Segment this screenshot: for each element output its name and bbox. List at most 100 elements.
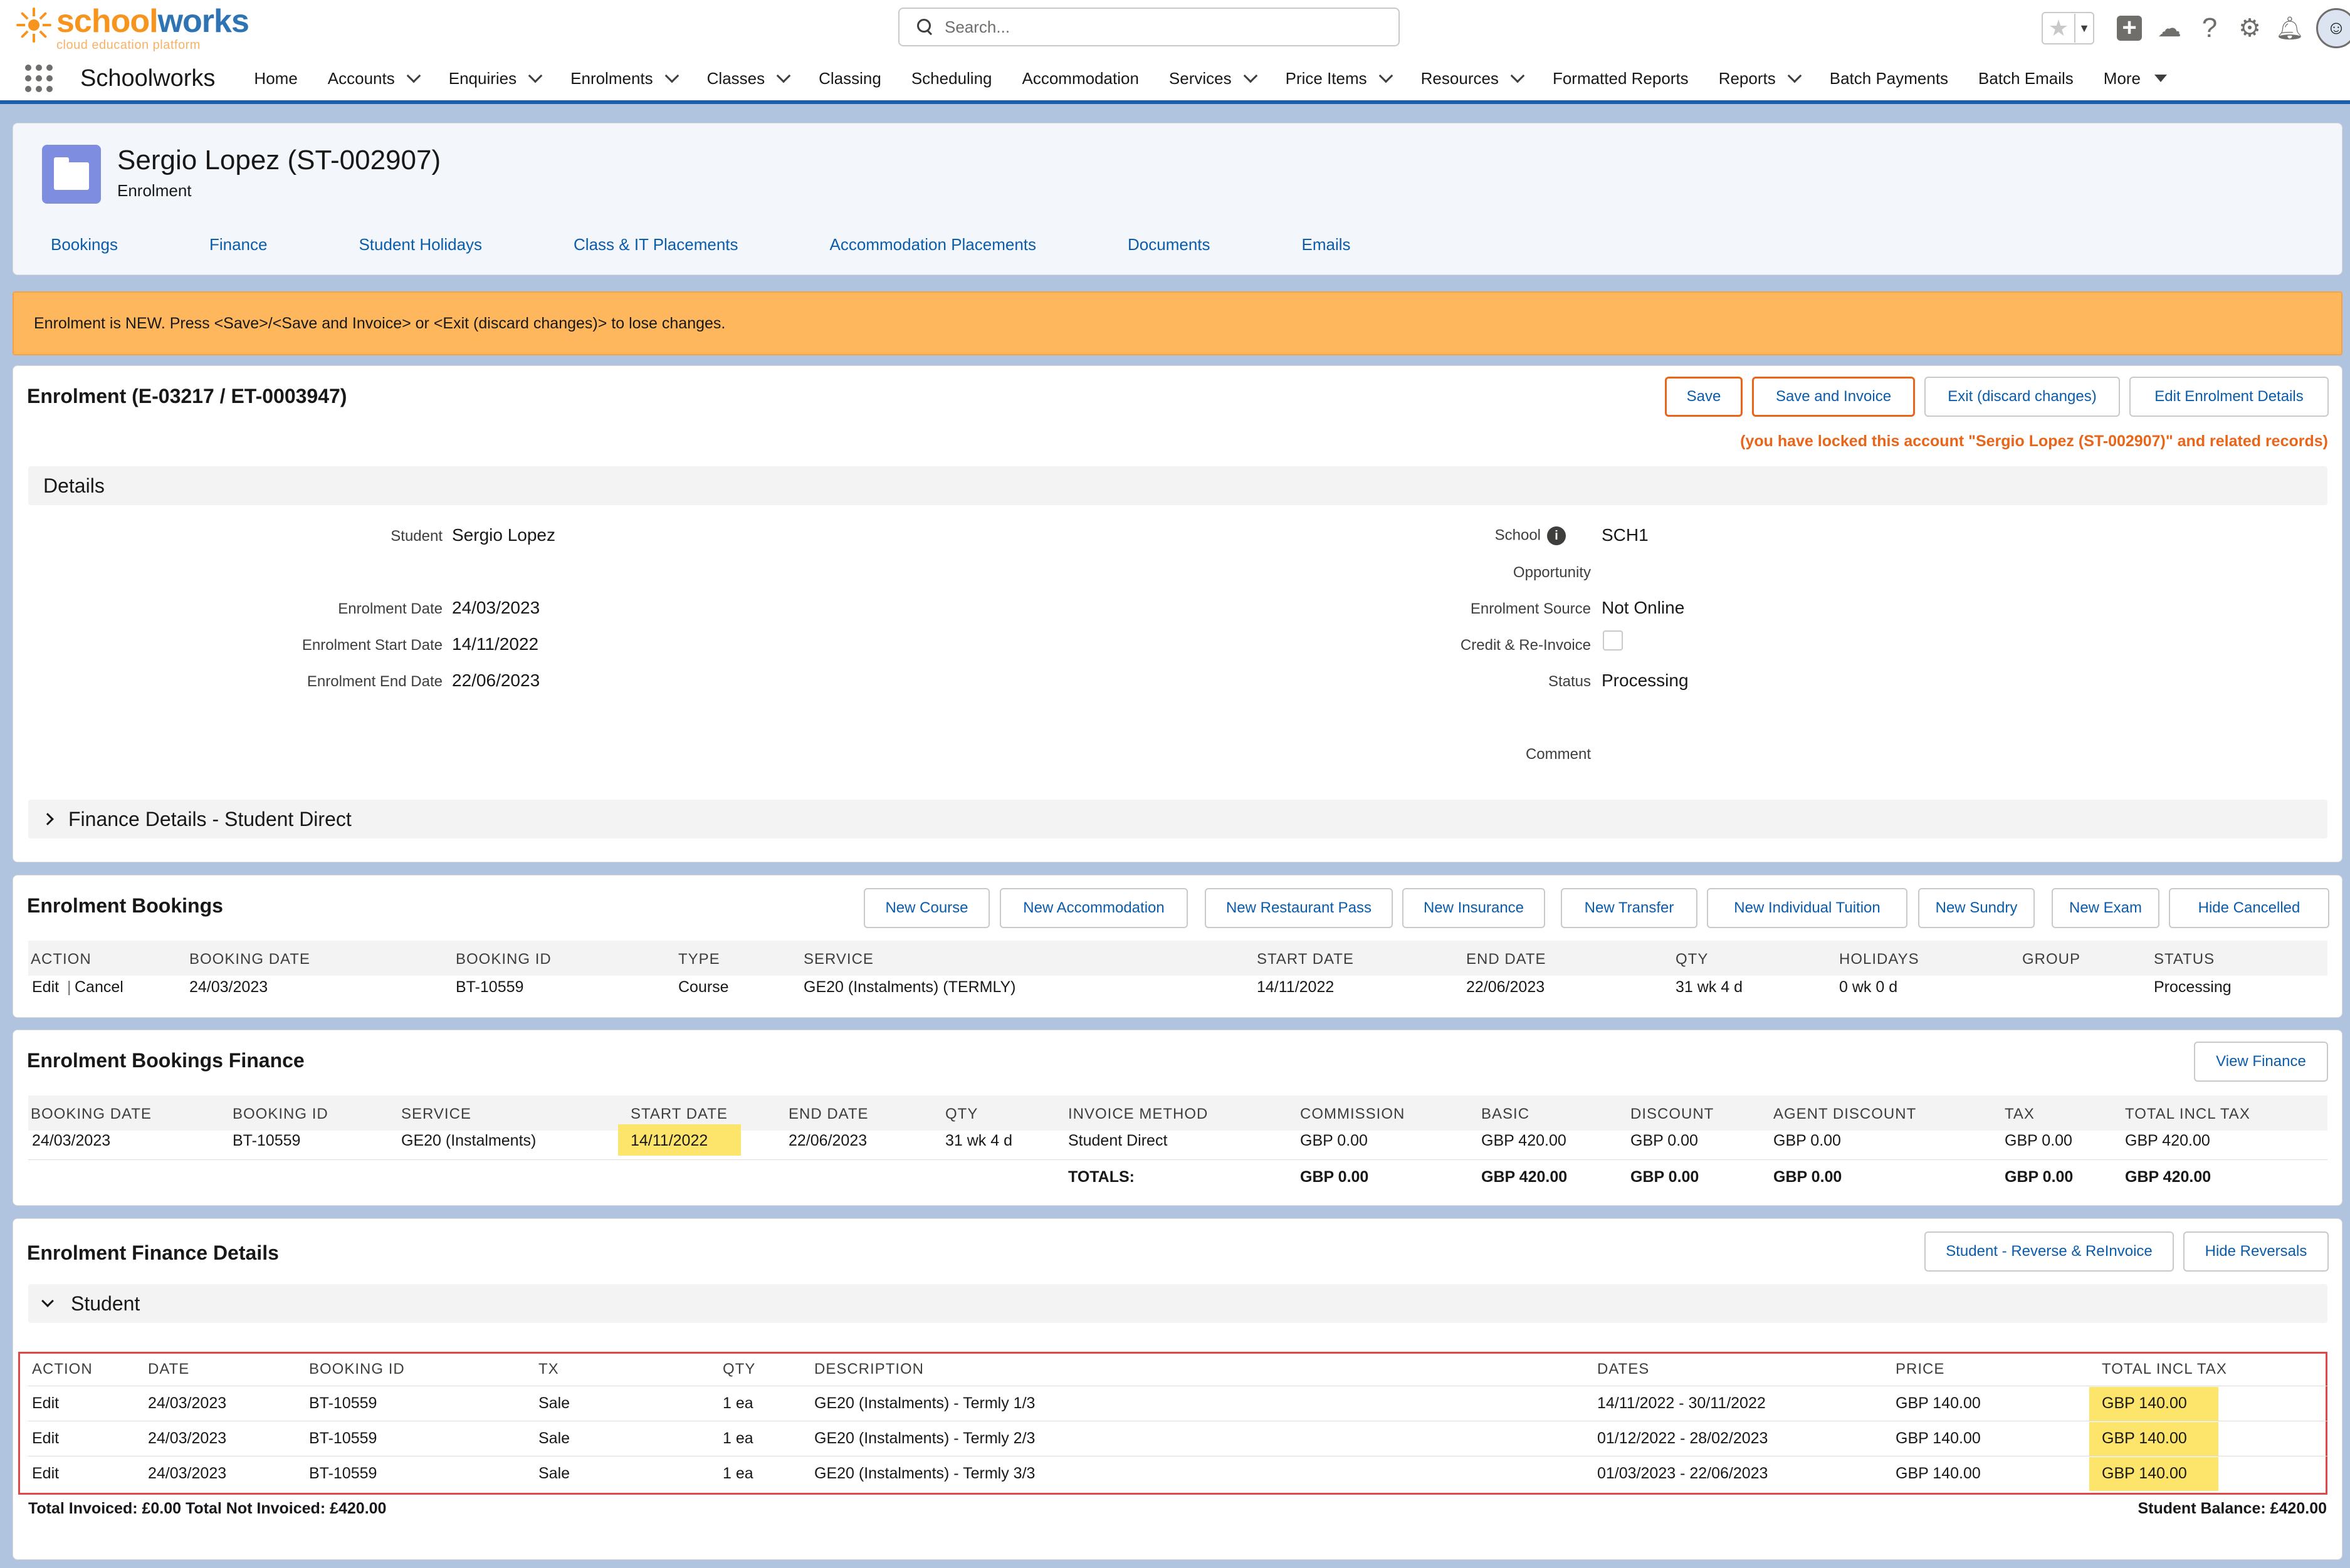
chevron-down-icon[interactable]: [1243, 68, 1257, 83]
booking-id-cell: BT-10559: [456, 978, 524, 996]
edit-link[interactable]: Edit: [32, 1429, 60, 1447]
folder-icon: [42, 145, 101, 204]
student-section-toggle[interactable]: Student: [28, 1284, 2327, 1323]
record-tabs: Bookings Finance Student Holidays Class …: [51, 235, 1442, 254]
new-exam-button[interactable]: New Exam: [2052, 888, 2159, 928]
nav-formatted-reports[interactable]: Formatted Reports: [1538, 69, 1704, 88]
new-restaurant-pass-button[interactable]: New Restaurant Pass: [1205, 888, 1393, 928]
new-accommodation-button[interactable]: New Accommodation: [1000, 888, 1188, 928]
trailhead-icon[interactable]: ☁: [2158, 15, 2181, 42]
new-transfer-button[interactable]: New Transfer: [1561, 888, 1697, 928]
chevron-down-icon[interactable]: [1787, 68, 1802, 83]
add-icon[interactable]: +: [2109, 12, 2149, 44]
nav-enquiries[interactable]: Enquiries: [434, 69, 555, 88]
nav-scheduling[interactable]: Scheduling: [896, 69, 1007, 88]
booking-id-cell: BT-10559: [309, 1465, 377, 1482]
save-button[interactable]: Save: [1665, 377, 1743, 417]
tab-emails[interactable]: Emails: [1301, 235, 1351, 254]
schoolworks-logo[interactable]: schoolworks cloud education platform: [16, 5, 249, 51]
service-link[interactable]: GE20 (Instalments): [401, 1132, 537, 1149]
tab-class-it-placements[interactable]: Class & IT Placements: [574, 235, 738, 254]
total-cell-highlighted: GBP 140.00: [2089, 1422, 2218, 1456]
student-link[interactable]: Sergio Lopez: [452, 525, 556, 545]
start-date-cell-highlighted: 14/11/2022: [618, 1124, 741, 1156]
finance-details-toggle[interactable]: Finance Details - Student Direct: [28, 800, 2327, 839]
reverse-reinvoice-button[interactable]: Student - Reverse & ReInvoice: [1924, 1231, 2174, 1272]
nav-batch-payments[interactable]: Batch Payments: [1815, 69, 1963, 88]
notification-bell-icon[interactable]: 🔔︎: [2275, 15, 2304, 41]
enrolment-card: Enrolment (E-03217 / ET-0003947) Save Sa…: [13, 365, 2342, 862]
setup-gear-icon[interactable]: ⚙: [2238, 14, 2261, 42]
edit-link[interactable]: Edit: [32, 1465, 60, 1482]
nav-services[interactable]: Services: [1154, 69, 1271, 88]
credit-reinvoice-checkbox[interactable]: [1603, 630, 1623, 651]
cancel-link[interactable]: Cancel: [75, 978, 123, 996]
new-individual-tuition-button[interactable]: New Individual Tuition: [1707, 888, 1907, 928]
col-holidays: HOLIDAYS: [1839, 951, 1919, 968]
nav-accommodation[interactable]: Accommodation: [1007, 69, 1154, 88]
chevron-down-icon[interactable]: [1378, 68, 1393, 83]
global-search-input[interactable]: Search...: [898, 8, 1400, 46]
tab-bookings[interactable]: Bookings: [51, 235, 118, 254]
caret-down-icon[interactable]: [2154, 75, 2168, 82]
enrolment-date-label: Enrolment Date: [338, 600, 443, 617]
nav-enrolments[interactable]: Enrolments: [555, 69, 692, 88]
enrolment-finance-details-card: Enrolment Finance Details Student - Reve…: [13, 1218, 2342, 1560]
tab-accommodation-placements[interactable]: Accommodation Placements: [829, 235, 1037, 254]
chevron-down-icon[interactable]: [528, 68, 543, 83]
nav-price-items[interactable]: Price Items: [1271, 69, 1406, 88]
col-agent-discount: AGENT DISCOUNT: [1773, 1105, 1917, 1122]
nav-home[interactable]: Home: [239, 69, 312, 88]
chevron-down-icon[interactable]: [776, 68, 791, 83]
nav-label: Classes: [706, 68, 765, 88]
user-avatar[interactable]: ☺: [2316, 8, 2350, 48]
qty-cell: 31 wk 4 d: [945, 1132, 1013, 1149]
nav-classing[interactable]: Classing: [804, 69, 896, 88]
favorites-star-icon[interactable]: ★: [2048, 15, 2069, 41]
edit-enrolment-details-button[interactable]: Edit Enrolment Details: [2129, 377, 2329, 417]
nav-resources[interactable]: Resources: [1406, 69, 1538, 88]
chevron-down-icon: [41, 1295, 54, 1307]
favorites-dropdown-icon[interactable]: ▼: [2074, 14, 2093, 43]
chevron-down-icon[interactable]: [406, 68, 421, 83]
chevron-down-icon[interactable]: [664, 68, 679, 83]
info-icon[interactable]: i: [1547, 526, 1566, 545]
save-and-invoice-button[interactable]: Save and Invoice: [1752, 377, 1915, 417]
hide-reversals-button[interactable]: Hide Reversals: [2183, 1231, 2329, 1272]
nav-label: Batch Payments: [1829, 68, 1949, 88]
tab-documents[interactable]: Documents: [1128, 235, 1210, 254]
col-basic: BASIC: [1481, 1105, 1530, 1122]
new-sundry-button[interactable]: New Sundry: [1918, 888, 2035, 928]
nav-label: Batch Emails: [1978, 68, 2074, 88]
nav-classes[interactable]: Classes: [692, 69, 804, 88]
col-booking-id: BOOKING ID: [233, 1105, 328, 1122]
enrolment-source-value: Not Online: [1602, 598, 1685, 617]
nav-label: Enquiries: [448, 68, 517, 88]
nav-batch-emails[interactable]: Batch Emails: [1963, 69, 2089, 88]
new-insurance-button[interactable]: New Insurance: [1402, 888, 1545, 928]
nav-accounts[interactable]: Accounts: [313, 69, 434, 88]
new-course-button[interactable]: New Course: [864, 888, 990, 928]
exit-discard-button[interactable]: Exit (discard changes): [1924, 377, 2120, 417]
edit-link[interactable]: Edit: [32, 978, 60, 996]
bookings-table-header: [28, 941, 2327, 976]
col-tax: TAX: [2005, 1105, 2035, 1122]
tab-student-holidays[interactable]: Student Holidays: [359, 235, 483, 254]
school-link[interactable]: SCH1: [1602, 525, 1649, 545]
service-cell: GE20 (Instalments) (TERMLY): [804, 978, 1016, 996]
view-finance-button[interactable]: View Finance: [2194, 1042, 2328, 1082]
help-icon[interactable]: ?: [2201, 13, 2218, 43]
bookings-finance-table-header: [28, 1095, 2327, 1131]
tab-finance[interactable]: Finance: [209, 235, 268, 254]
status-label: Status: [1548, 673, 1591, 690]
edit-link[interactable]: Edit: [32, 1394, 60, 1412]
nav-reports[interactable]: Reports: [1704, 69, 1815, 88]
nav-more[interactable]: More: [2089, 69, 2182, 88]
enrolment-date-value: 24/03/2023: [452, 598, 540, 617]
nav-label: Accommodation: [1022, 68, 1139, 88]
app-launcher-icon[interactable]: [25, 65, 53, 92]
chevron-down-icon[interactable]: [1510, 68, 1525, 83]
favorites-control[interactable]: ★ ▼: [2042, 12, 2094, 44]
hide-cancelled-button[interactable]: Hide Cancelled: [2169, 888, 2329, 928]
tx-cell: Sale: [538, 1465, 570, 1482]
